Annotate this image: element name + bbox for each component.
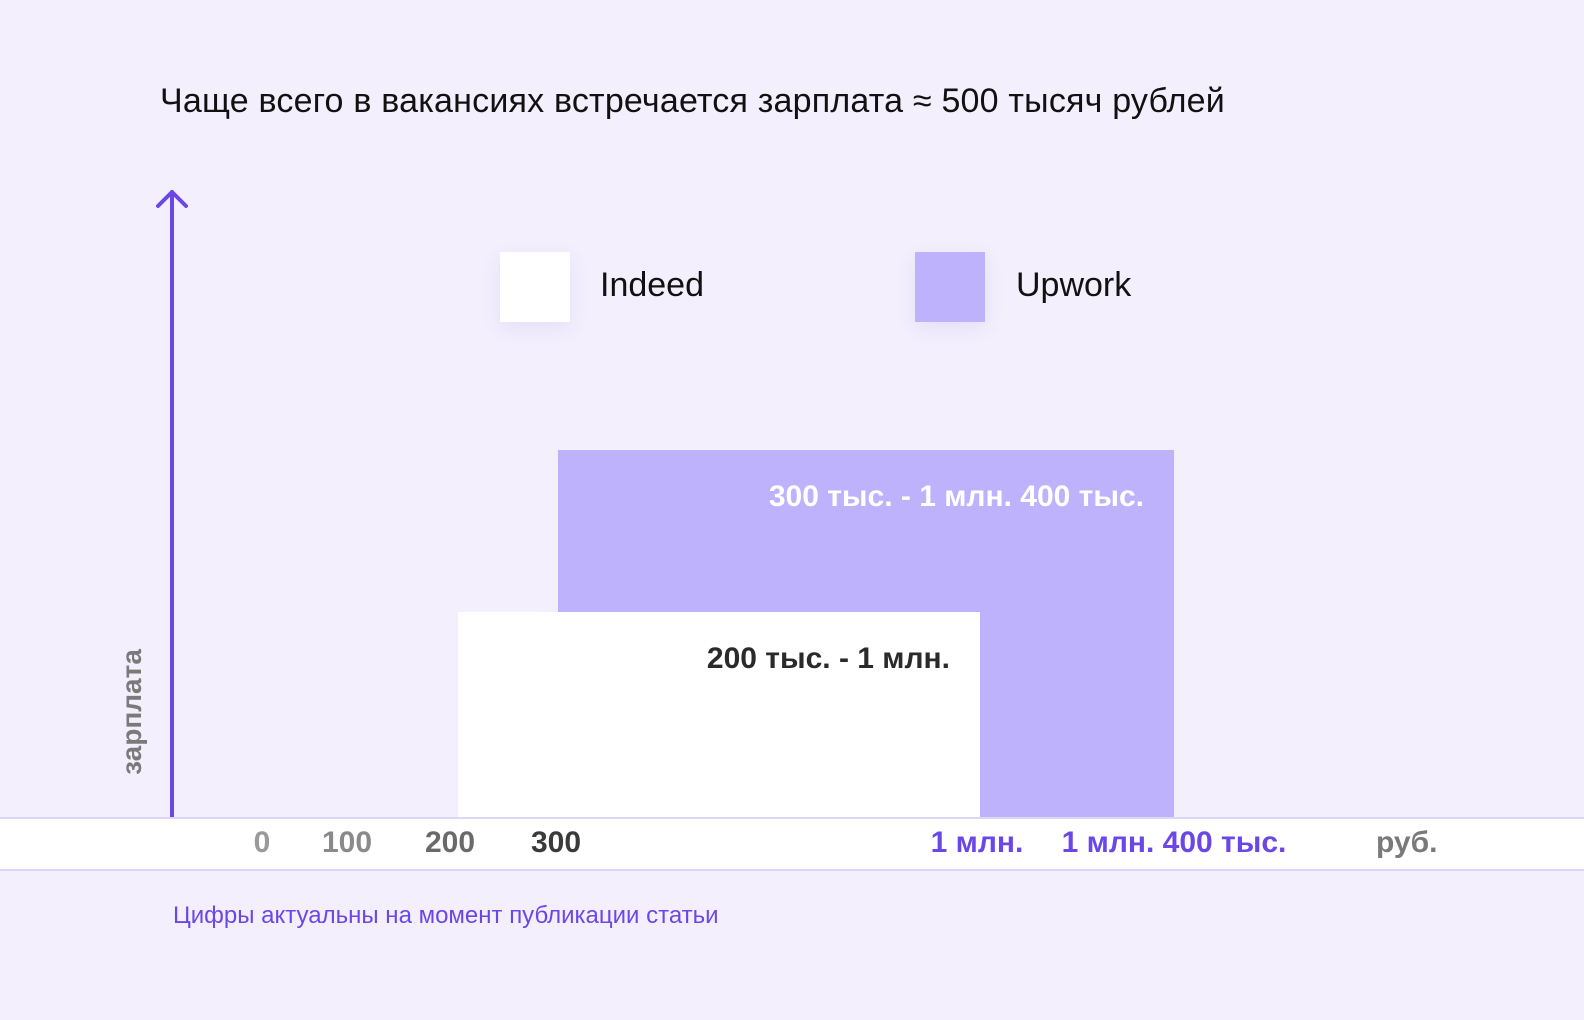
x-tick-100: 100 [321, 826, 373, 859]
x-tick-1mln-400: 1 млн. 400 тыс. [1061, 826, 1287, 859]
y-axis-arrow [156, 190, 188, 819]
x-tick-200: 200 [424, 826, 476, 859]
x-tick-300: 300 [530, 826, 582, 859]
x-axis-band [0, 817, 1584, 871]
legend-label-upwork: Upwork [1016, 266, 1132, 304]
bar-label-indeed: 200 тыс. - 1 млн. [706, 642, 950, 675]
y-axis-label: зарплата [116, 649, 147, 775]
legend-swatch-indeed [500, 252, 570, 322]
legend-label-indeed: Indeed [600, 266, 704, 304]
footnote: Цифры актуальны на момент публикации ста… [173, 902, 719, 929]
x-axis-unit: руб. [1376, 826, 1438, 859]
legend-swatch-upwork [915, 252, 985, 322]
bar-label-upwork: 300 тыс. - 1 млн. 400 тыс. [768, 480, 1144, 513]
x-tick-0: 0 [253, 826, 271, 859]
bar-indeed [458, 612, 980, 817]
x-tick-1mln: 1 млн. [930, 826, 1024, 859]
chart-title: Чаще всего в вакансиях встречается зарпл… [160, 82, 1225, 120]
